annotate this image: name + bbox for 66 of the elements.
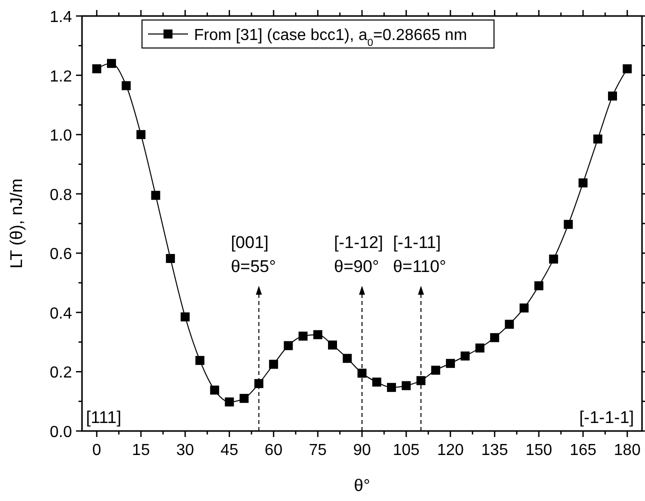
point bbox=[460, 352, 470, 361]
point bbox=[549, 254, 558, 264]
point bbox=[520, 303, 529, 312]
x-tick-label: 135 bbox=[481, 442, 508, 459]
point bbox=[342, 354, 352, 363]
x-tick-label: 120 bbox=[437, 442, 464, 459]
x-tick-label: 30 bbox=[176, 442, 194, 459]
ref-line-label: [-1-11] θ=110° bbox=[392, 232, 446, 276]
y-tick-label: 0.2 bbox=[50, 364, 72, 382]
annotation: [-1-1-1] bbox=[579, 408, 634, 427]
point bbox=[180, 312, 190, 322]
x-tick-label: 45 bbox=[220, 442, 238, 459]
y-tick-label: 0.8 bbox=[50, 186, 72, 204]
point bbox=[166, 254, 175, 263]
point bbox=[446, 358, 455, 368]
x-tick-label: 0 bbox=[92, 442, 102, 459]
point bbox=[475, 344, 484, 352]
ref-line-label: [001] θ=55° bbox=[230, 232, 276, 276]
y-tick-label: 1.2 bbox=[50, 68, 72, 86]
legend-label: From [31] (case bcc1), a$_{0}$=0.28665 nm bbox=[194, 27, 468, 48]
point bbox=[578, 178, 588, 188]
point bbox=[372, 378, 382, 387]
point bbox=[224, 397, 234, 406]
point bbox=[136, 130, 146, 140]
y-axis-title: LT (θ), nJ/m bbox=[7, 178, 26, 269]
x-tick-label: 90 bbox=[353, 442, 371, 459]
point bbox=[240, 394, 249, 403]
point bbox=[298, 332, 308, 341]
x-tick-label: 60 bbox=[264, 442, 283, 459]
point bbox=[564, 220, 573, 229]
point bbox=[622, 64, 632, 74]
point bbox=[284, 341, 293, 350]
point bbox=[122, 81, 131, 90]
point bbox=[106, 58, 116, 68]
y-tick-label: 0.0 bbox=[50, 424, 72, 441]
point bbox=[416, 376, 426, 386]
point bbox=[386, 382, 396, 392]
point bbox=[151, 190, 160, 200]
point bbox=[431, 366, 440, 375]
point bbox=[269, 360, 278, 369]
point bbox=[608, 92, 618, 101]
point bbox=[358, 368, 366, 378]
x-tick-label: 165 bbox=[570, 442, 596, 459]
y-tick-label: 1.4 bbox=[50, 9, 72, 26]
point bbox=[92, 64, 102, 74]
x-axis-title: θ° bbox=[354, 476, 370, 495]
point bbox=[195, 356, 204, 365]
y-tick-label: 0.4 bbox=[50, 305, 72, 322]
x-tick-label: 75 bbox=[308, 442, 327, 459]
x-tick-label: 180 bbox=[614, 442, 641, 459]
point bbox=[402, 381, 411, 390]
y-tick-label: 0.6 bbox=[50, 246, 72, 264]
point bbox=[490, 333, 500, 342]
point bbox=[328, 340, 338, 350]
point bbox=[210, 386, 220, 395]
x-tick-label: 150 bbox=[525, 442, 552, 459]
point bbox=[504, 320, 514, 329]
x-tick-label: 105 bbox=[392, 442, 420, 459]
point bbox=[254, 379, 264, 388]
point bbox=[593, 134, 602, 144]
annotation: [111] bbox=[86, 408, 122, 427]
point bbox=[313, 330, 322, 340]
x-tick-label: 15 bbox=[132, 442, 150, 459]
ref-line-label: [-1-12] θ=90° bbox=[334, 232, 384, 276]
point bbox=[534, 281, 544, 290]
y-tick-label: 1.0 bbox=[50, 128, 72, 145]
